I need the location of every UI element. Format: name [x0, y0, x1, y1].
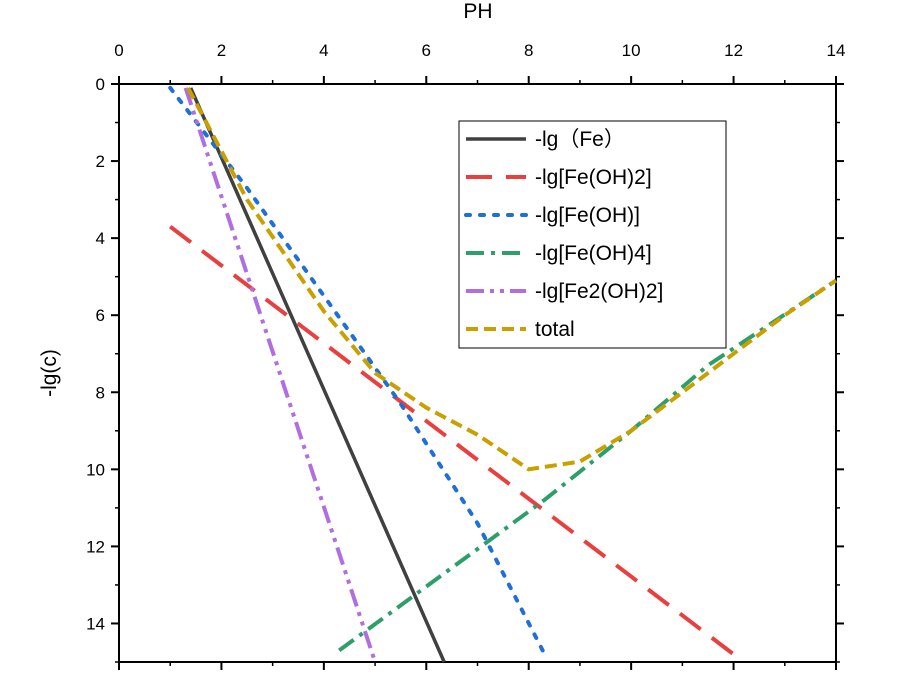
y-tick-label: 10 [86, 460, 105, 479]
series-line-6 [186, 86, 838, 472]
x-tick-label: 14 [827, 41, 846, 60]
legend-label-1: -lg（Fe） [535, 128, 625, 151]
legend-label-6: total [535, 318, 575, 341]
legend: -lg（Fe） -lg[Fe(OH)2] -lg[Fe(OH)] -lg[Fe(OH)… [458, 120, 727, 349]
y-tick-label: 0 [96, 75, 105, 94]
x-tick-label: 8 [524, 41, 533, 60]
y-tick-label: 8 [96, 383, 105, 402]
x-tick-label: 4 [319, 41, 328, 60]
legend-box [458, 120, 727, 349]
x-tick-label: 0 [114, 41, 123, 60]
y-tick-label: 12 [86, 537, 105, 556]
y-axis-ticks: 0 2 4 6 8 10 12 14 [86, 75, 844, 663]
x-tick-label: 6 [422, 41, 431, 60]
y-tick-label: 14 [86, 614, 105, 633]
legend-label-2: -lg[Fe(OH)2] [535, 166, 652, 189]
series-line-5 [183, 87, 377, 663]
series-line-1 [189, 87, 446, 663]
y-tick-label: 2 [96, 152, 105, 171]
y-axis-title: -lg(c) [38, 349, 61, 397]
legend-label-5: -lg[Fe2(OH)2] [535, 280, 663, 303]
x-tick-label: 10 [622, 41, 641, 60]
x-axis-ticks: 0 2 4 6 8 10 12 14 [114, 41, 845, 670]
series-line-3 [168, 85, 549, 661]
x-axis-title: PH [463, 0, 492, 23]
y-tick-label: 6 [96, 306, 105, 325]
series-layer [168, 85, 838, 663]
y-tick-label: 4 [96, 229, 105, 248]
legend-label-4: -lg[Fe(OH)4] [535, 242, 652, 265]
legend-label-3: -lg[Fe(OH)] [535, 204, 640, 227]
x-tick-label: 12 [724, 41, 743, 60]
x-tick-label: 2 [217, 41, 226, 60]
